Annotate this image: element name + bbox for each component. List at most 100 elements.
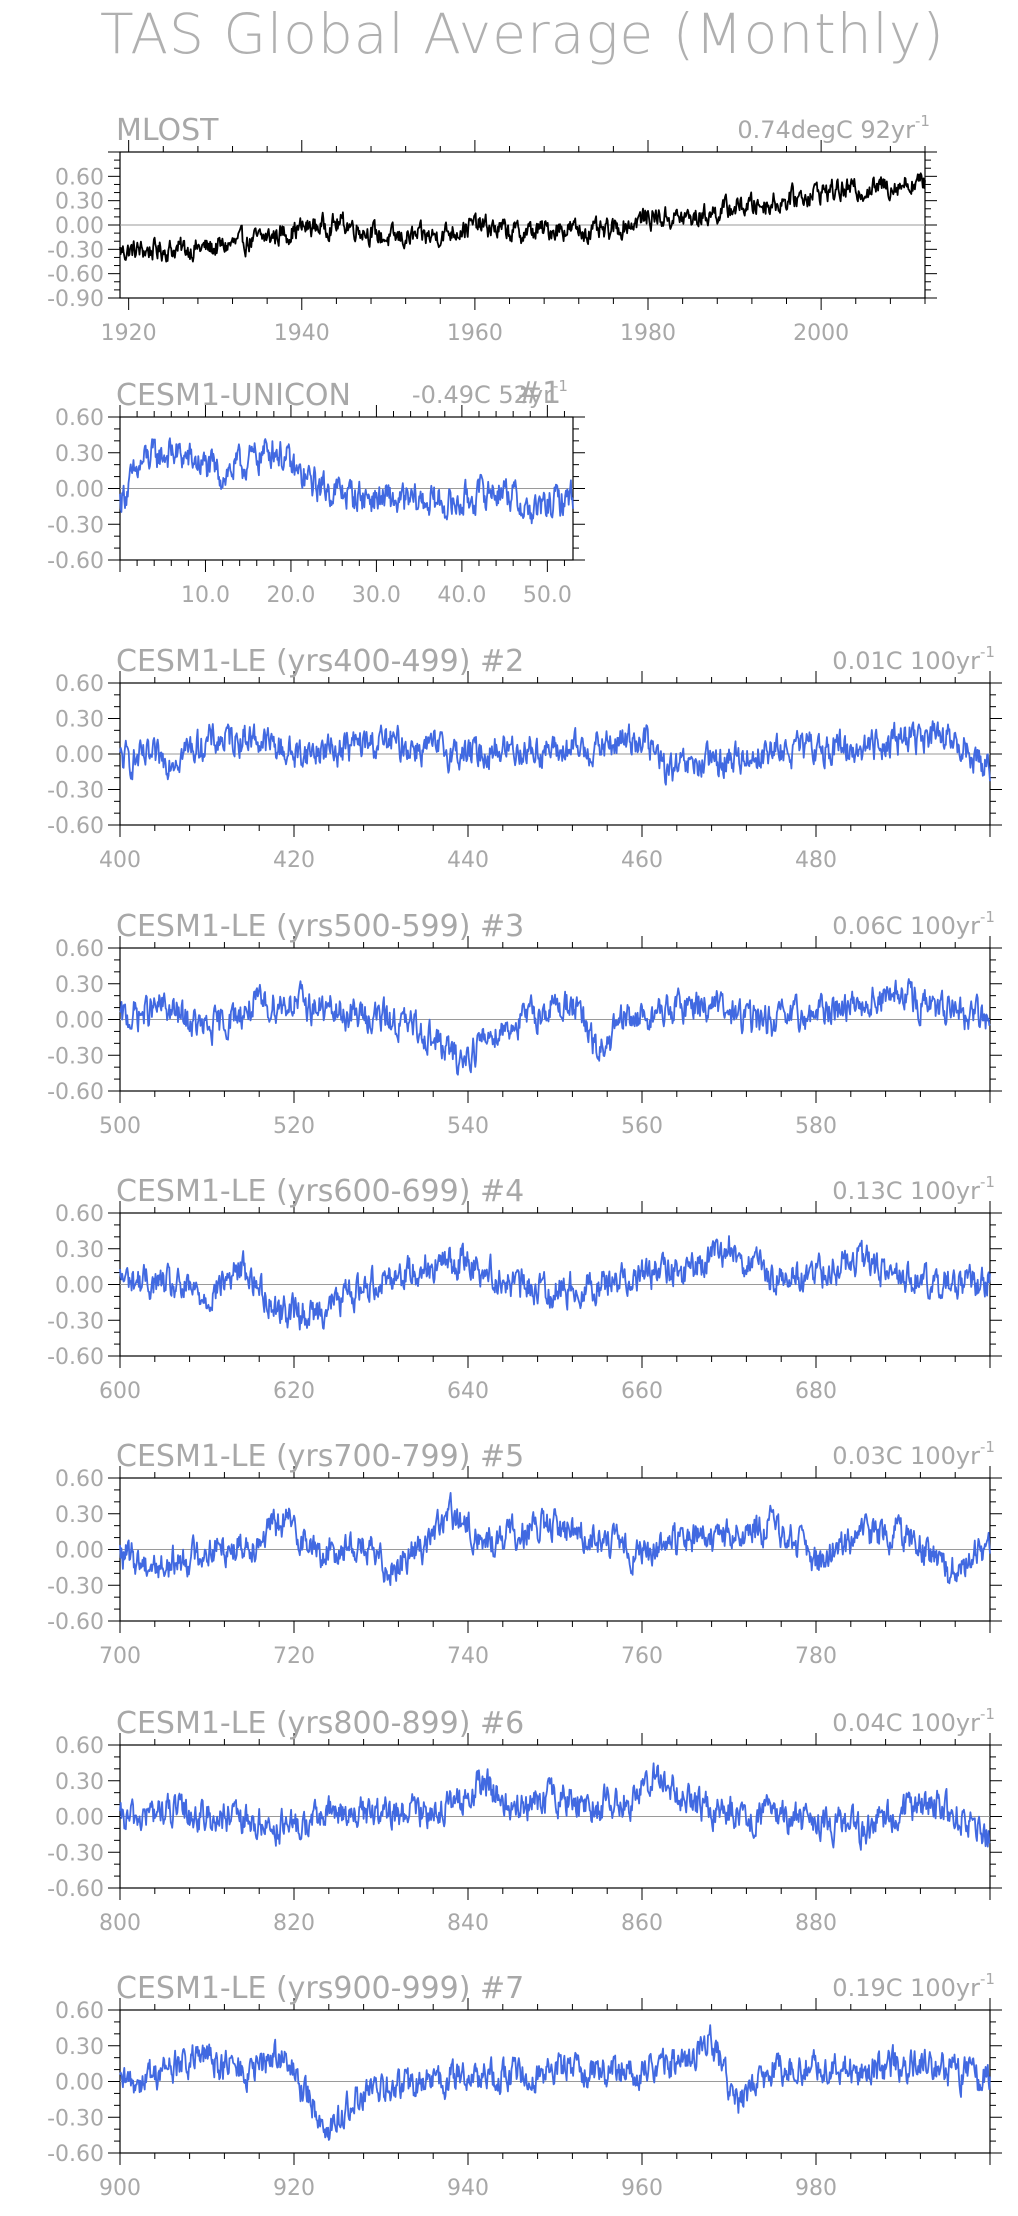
x-tick-label: 980 [795, 2176, 837, 2201]
trend-label: 0.74degC 92yr [737, 116, 915, 144]
x-tick-label: 780 [795, 1644, 837, 1669]
trend-unit-superscript: -1 [980, 643, 995, 661]
chart-panel: 0.60 0.30 0.00 -0.30 -0.60 900 920 940 960 980 CES… [47, 1970, 1002, 2201]
x-tick-label: 480 [795, 848, 837, 873]
y-tick-label: 0.00 [55, 478, 104, 503]
page-title: TAS Global Average (Monthly) [100, 2, 945, 66]
x-tick-label: 760 [621, 1644, 663, 1669]
x-tick-label: 860 [621, 1911, 663, 1936]
y-tick-label: 0.30 [55, 1238, 104, 1263]
trend-unit-superscript: -1 [980, 1438, 995, 1456]
x-tick-label: 700 [99, 1644, 141, 1669]
y-tick-label: 0.60 [55, 406, 104, 431]
y-tick-label: -0.60 [47, 263, 104, 288]
y-tick-label: 0.00 [55, 743, 104, 768]
x-tick-label: 50.0 [523, 583, 572, 608]
chart-panel: 0.600.300.00-0.30-0.60-0.90 1920 1940 1960 1… [47, 112, 937, 346]
y-tick-label: 0.30 [55, 442, 104, 467]
x-tick-label: 680 [795, 1379, 837, 1404]
x-tick-label: 1960 [447, 321, 503, 346]
x-tick-label: 420 [273, 848, 315, 873]
y-tick-label: 0.00 [55, 2071, 104, 2096]
chart-title: CESM1-LE (yrs600-699) #4 [116, 1174, 524, 1209]
x-tick-label: 1920 [101, 321, 157, 346]
x-tick-label: 40.0 [437, 583, 486, 608]
y-tick-label: -0.60 [47, 1345, 104, 1370]
chart-panel: 0.60 0.30 0.00 -0.30 -0.60 10.0 20.0 30.0 40.0 50… [47, 376, 585, 608]
y-tick-label: -0.60 [47, 549, 104, 574]
x-tick-label: 880 [795, 1911, 837, 1936]
x-tick-label: 840 [447, 1911, 489, 1936]
trend-unit-superscript: -1 [980, 1970, 995, 1988]
trend-label: 0.19C 100yr [832, 1974, 980, 2002]
chart-title: CESM1-UNICON [116, 378, 351, 413]
x-tick-label: 720 [273, 1644, 315, 1669]
trend-unit-superscript: -1 [553, 377, 568, 395]
y-tick-label: 0.00 [55, 214, 104, 239]
chart-title: CESM1-LE (yrs500-599) #3 [116, 909, 524, 944]
y-tick-label: 0.00 [55, 1009, 104, 1034]
trend-unit-superscript: -1 [980, 908, 995, 926]
y-tick-label: 0.60 [55, 937, 104, 962]
trend-unit-superscript: -1 [915, 112, 930, 130]
y-tick-label: 0.60 [55, 165, 104, 190]
chart-panel: 0.60 0.30 0.00 -0.30 -0.60 600 620 640 660 680 CES… [47, 1173, 1002, 1404]
y-tick-label: 0.60 [55, 1202, 104, 1227]
x-tick-label: 460 [621, 848, 663, 873]
x-tick-label: 940 [447, 2176, 489, 2201]
trend-label: 0.04C 100yr [832, 1709, 980, 1737]
x-tick-label: 620 [273, 1379, 315, 1404]
trend-label: 0.01C 100yr [832, 647, 980, 675]
x-tick-label: 400 [99, 848, 141, 873]
trend-label: 0.13C 100yr [832, 1177, 980, 1205]
y-tick-label: 0.30 [55, 1503, 104, 1528]
chart-panel: 0.60 0.30 0.00 -0.30 -0.60 400 420 440 460 480 CES… [47, 643, 1002, 873]
x-tick-label: 580 [795, 1114, 837, 1139]
chart-title: CESM1-LE (yrs800-899) #6 [116, 1706, 524, 1741]
y-tick-label: 0.30 [55, 190, 104, 215]
chart-title: CESM1-LE (yrs900-999) #7 [116, 1971, 524, 2006]
y-tick-label: -0.30 [47, 1574, 104, 1599]
x-tick-label: 820 [273, 1911, 315, 1936]
series-line [119, 1762, 991, 1851]
x-tick-label: 520 [273, 1114, 315, 1139]
x-tick-label: 20.0 [266, 583, 315, 608]
y-tick-label: 0.00 [55, 1539, 104, 1564]
x-tick-label: 800 [99, 1911, 141, 1936]
x-tick-label: 1940 [274, 321, 330, 346]
x-tick-label: 500 [99, 1114, 141, 1139]
x-tick-label: 600 [99, 1379, 141, 1404]
series-line [119, 978, 991, 1076]
x-tick-label: 540 [447, 1114, 489, 1139]
series-line [119, 1235, 991, 1331]
y-tick-label: -0.30 [47, 779, 104, 804]
y-tick-label: -0.30 [47, 1841, 104, 1866]
series-line [119, 437, 574, 525]
series-line [119, 2024, 991, 2141]
y-tick-label: 0.30 [55, 708, 104, 733]
y-tick-label: -0.60 [47, 1877, 104, 1902]
y-tick-label: -0.90 [47, 287, 104, 312]
y-tick-label: -0.60 [47, 2142, 104, 2167]
y-tick-label: 0.60 [55, 1999, 104, 2024]
y-tick-label: -0.60 [47, 1610, 104, 1635]
chart-panel: 0.60 0.30 0.00 -0.30 -0.60 800 820 840 860 880 CES… [47, 1705, 1002, 1936]
x-tick-label: 560 [621, 1114, 663, 1139]
y-tick-label: -0.30 [47, 1309, 104, 1334]
y-tick-label: 0.60 [55, 672, 104, 697]
series-line [119, 720, 991, 786]
y-tick-label: -0.30 [47, 238, 104, 263]
y-tick-label: -0.60 [47, 1080, 104, 1105]
trend-label: 0.06C 100yr [832, 912, 980, 940]
y-tick-label: -0.30 [47, 2106, 104, 2131]
chart-title: CESM1-LE (yrs400-499) #2 [116, 644, 524, 679]
y-tick-label: 0.30 [55, 2035, 104, 2060]
series-line [119, 172, 926, 263]
trend-unit-superscript: -1 [980, 1705, 995, 1723]
x-tick-label: 1980 [620, 321, 676, 346]
chart-panel: 0.60 0.30 0.00 -0.30 -0.60 700 720 740 760 780 CES… [47, 1438, 1002, 1669]
chart-panel: 0.60 0.30 0.00 -0.30 -0.60 500 520 540 560 580 CES… [47, 908, 1002, 1139]
x-tick-label: 960 [621, 2176, 663, 2201]
y-tick-label: -0.30 [47, 1044, 104, 1069]
